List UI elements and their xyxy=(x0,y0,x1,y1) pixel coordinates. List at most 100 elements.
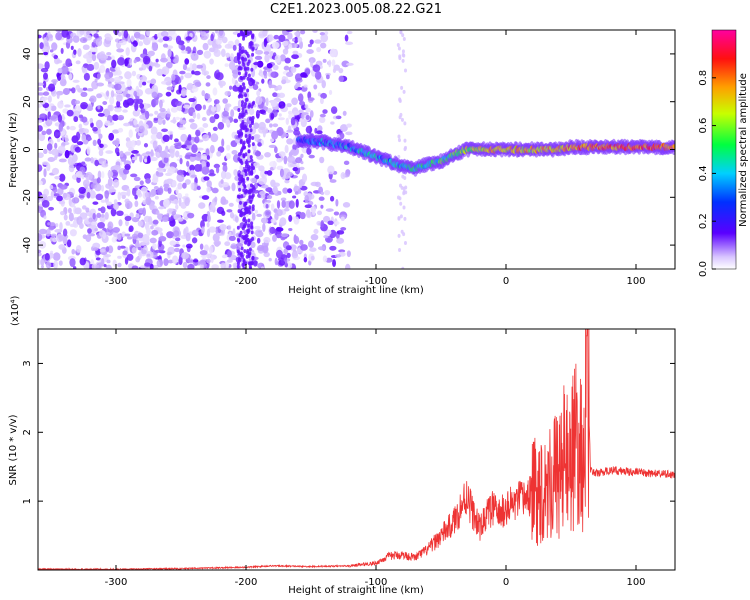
spectrogram-cell xyxy=(166,231,174,239)
spectrogram-cell xyxy=(39,113,48,120)
spectrogram-cell xyxy=(142,234,150,243)
spectrogram-cell xyxy=(38,63,44,69)
spectrogram-cell xyxy=(56,195,63,202)
spectrogram-cell xyxy=(57,100,64,109)
spectrogram-cell xyxy=(309,247,317,252)
spectrogram-cell xyxy=(123,30,129,39)
spectrogram-cell xyxy=(153,117,159,121)
spectrogram-cell xyxy=(262,129,266,138)
spectrogram-cell xyxy=(399,112,403,117)
spectrogram-cell xyxy=(193,70,201,76)
spectrogram-cell xyxy=(49,221,56,227)
spectrogram-cell xyxy=(226,209,233,213)
spectrogram-cell xyxy=(210,133,219,143)
spectrogram-cell xyxy=(86,31,91,36)
spectrogram-cell xyxy=(174,138,179,143)
snr-x-axis-label: Height of straight line (km) xyxy=(288,585,424,596)
spectrogram-cell xyxy=(96,177,101,184)
spectrogram-cell xyxy=(247,154,251,162)
spectrogram-cell xyxy=(235,242,244,247)
spectrogram-cell xyxy=(399,201,403,206)
spectrogram-cell xyxy=(155,171,164,177)
spectrogram-cell xyxy=(129,57,133,66)
spectrogram-cell xyxy=(249,261,253,266)
spectrogram-cell xyxy=(222,98,228,104)
spectrogram-cell xyxy=(47,222,51,226)
spectrogram-cell xyxy=(403,147,407,152)
spectrogram-cell xyxy=(294,63,300,68)
spectrogram-cell xyxy=(198,163,203,172)
spectrogram-cell xyxy=(150,225,154,230)
spectrogram-cell xyxy=(119,245,126,249)
spectrogram-cell xyxy=(149,201,155,211)
spectrogram-cell xyxy=(335,199,339,207)
spectrogram-cell xyxy=(303,84,308,88)
spectrogram-cell xyxy=(131,247,137,254)
spectrogram-cell xyxy=(182,104,191,109)
spectrogram-cell xyxy=(307,91,312,100)
spectrogram-cell xyxy=(202,134,210,142)
spectrogram-cell xyxy=(294,31,300,36)
spectrogram-cell xyxy=(232,228,236,238)
spectrogram-cell xyxy=(81,205,87,210)
spectrogram-cell xyxy=(400,117,404,122)
spectrogram-cell xyxy=(328,89,333,95)
spectrogram-cell xyxy=(294,43,298,48)
spectrogram-cell xyxy=(175,204,179,210)
spectrogram-cell xyxy=(131,233,138,240)
spectrogram-cell xyxy=(185,193,189,197)
x-tick-label: -300 xyxy=(105,577,128,588)
spectrogram-cell xyxy=(177,182,183,190)
spectrogram-cell xyxy=(190,52,199,61)
spectrogram-cell xyxy=(244,133,248,138)
spectrogram-cell xyxy=(286,129,294,133)
spectrogram-cell xyxy=(257,178,266,185)
spectrogram-cell xyxy=(94,228,99,232)
spectrogram-cell xyxy=(284,57,291,64)
spectrogram-cell xyxy=(126,236,133,240)
spectrogram-cell xyxy=(57,145,66,154)
spectrogram-cell xyxy=(174,116,181,121)
spectrogram-cell xyxy=(202,42,209,51)
spectrogram-cell xyxy=(163,198,170,208)
spectrogram-cell xyxy=(224,43,233,49)
spectrogram-cell xyxy=(107,104,113,111)
spectrogram-cell xyxy=(265,187,273,193)
spectrogram-cell xyxy=(139,241,147,246)
spectrogram-cell xyxy=(313,228,319,234)
spectrogram-cell xyxy=(246,248,250,253)
spectrogram-cell xyxy=(245,97,249,102)
spectrogram-cell xyxy=(167,130,174,135)
spectrogram-cell xyxy=(300,153,304,158)
spectrogram-cell xyxy=(310,58,314,68)
spectrogram-cell xyxy=(242,145,246,150)
colorbar-tick-label: 0.6 xyxy=(698,118,709,134)
spectrogram-cell xyxy=(299,239,304,245)
spectrogram-cell xyxy=(215,72,224,81)
spectrogram-cell xyxy=(150,126,158,135)
spectrogram-cell xyxy=(241,100,245,105)
spectrogram-cell xyxy=(140,108,146,114)
spectrogram-cell xyxy=(242,85,246,90)
spectrogram-cell xyxy=(323,215,331,223)
spectrogram-cell xyxy=(265,97,269,107)
spectrogram-cell xyxy=(38,34,42,39)
spectrogram-cell xyxy=(121,194,126,200)
spectrogram-cell xyxy=(160,31,169,37)
y-tick-label: 1 xyxy=(22,498,33,504)
spectrogram-cell xyxy=(309,39,314,45)
spectrogram-cell xyxy=(62,236,68,245)
spectrogram-cell xyxy=(206,228,211,238)
y-tick-label: -40 xyxy=(22,237,33,253)
spectrogram-cell xyxy=(126,188,131,197)
spectrogram-cell xyxy=(244,160,248,165)
spectrogram-cell xyxy=(217,219,224,223)
spectrogram-cell xyxy=(41,199,50,208)
spectrogram-cell xyxy=(38,233,43,242)
spectrogram-cell xyxy=(131,150,139,154)
spectrogram-cell xyxy=(400,229,404,234)
spectrogram-cell xyxy=(181,144,187,149)
spectrogram-cell xyxy=(210,254,214,264)
spectrogram-cell xyxy=(234,39,240,46)
